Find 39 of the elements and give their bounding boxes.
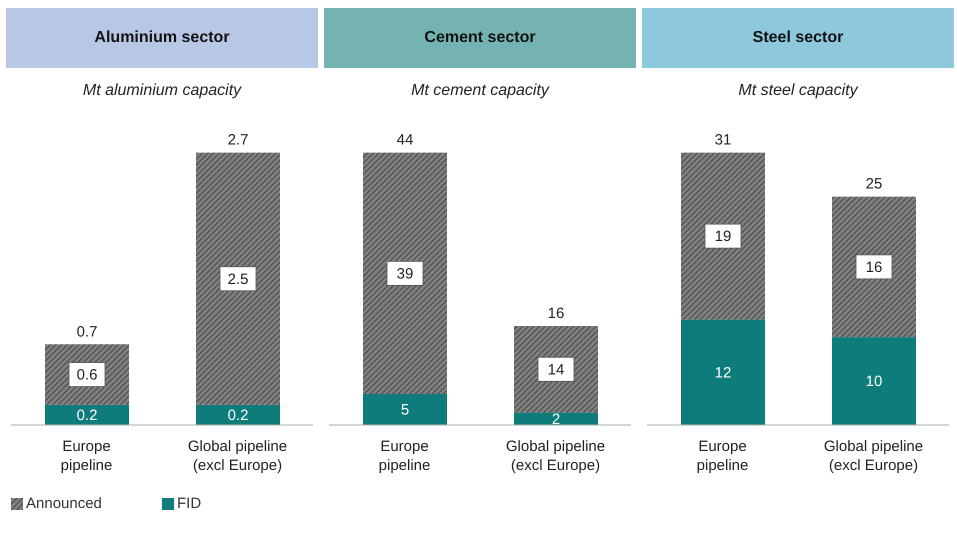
data-label: 10: [866, 373, 882, 390]
data-label: 39: [396, 265, 414, 282]
bar: [681, 152, 765, 320]
x-tick-label: Global pipeline (excl Europe): [188, 438, 288, 474]
data-label: 12: [714, 364, 732, 382]
chart-subtitle: Mt steel capacity: [737, 82, 860, 100]
chart-title: Cement sector: [324, 8, 636, 68]
data-label: 19: [714, 228, 732, 246]
bar: [363, 152, 447, 394]
data-label: 0.2: [76, 406, 98, 424]
chart-subtitle: Mt aluminium capacity: [82, 82, 243, 100]
total-label: 2.7: [228, 132, 248, 149]
data-label: 0.6: [76, 366, 98, 384]
total-label: 31: [714, 132, 732, 149]
total-label: 44: [396, 132, 414, 149]
total-label: 25: [866, 176, 882, 193]
x-tick-label: Global pipeline (excl Europe): [824, 438, 924, 474]
data-label: 14: [548, 361, 564, 378]
total-label: 0.7: [76, 323, 98, 340]
x-tick-label: Europe pipeline: [60, 438, 112, 474]
data-label: 2.5: [228, 270, 248, 288]
bar: [514, 412, 598, 425]
x-tick-label: Europe pipeline: [378, 438, 430, 474]
x-tick-label: Global pipeline (excl Europe): [506, 438, 606, 474]
chart-title: Steel sector: [642, 8, 954, 68]
bar: [681, 320, 765, 425]
bar: [832, 337, 916, 425]
legend-label: Announced: [25, 495, 103, 512]
data-label: 16: [866, 258, 882, 276]
data-label: 0.2: [228, 406, 248, 424]
bar: [363, 394, 447, 425]
total-label: 16: [548, 304, 564, 322]
x-tick-label: Europe pipeline: [696, 438, 748, 474]
legend-label: FID: [176, 495, 202, 512]
bar: [832, 196, 916, 338]
data-label: 2: [552, 410, 560, 428]
data-label: 5: [400, 402, 410, 419]
chart-title: Aluminium sector: [6, 8, 318, 68]
chart-subtitle: Mt cement capacity: [410, 82, 550, 100]
